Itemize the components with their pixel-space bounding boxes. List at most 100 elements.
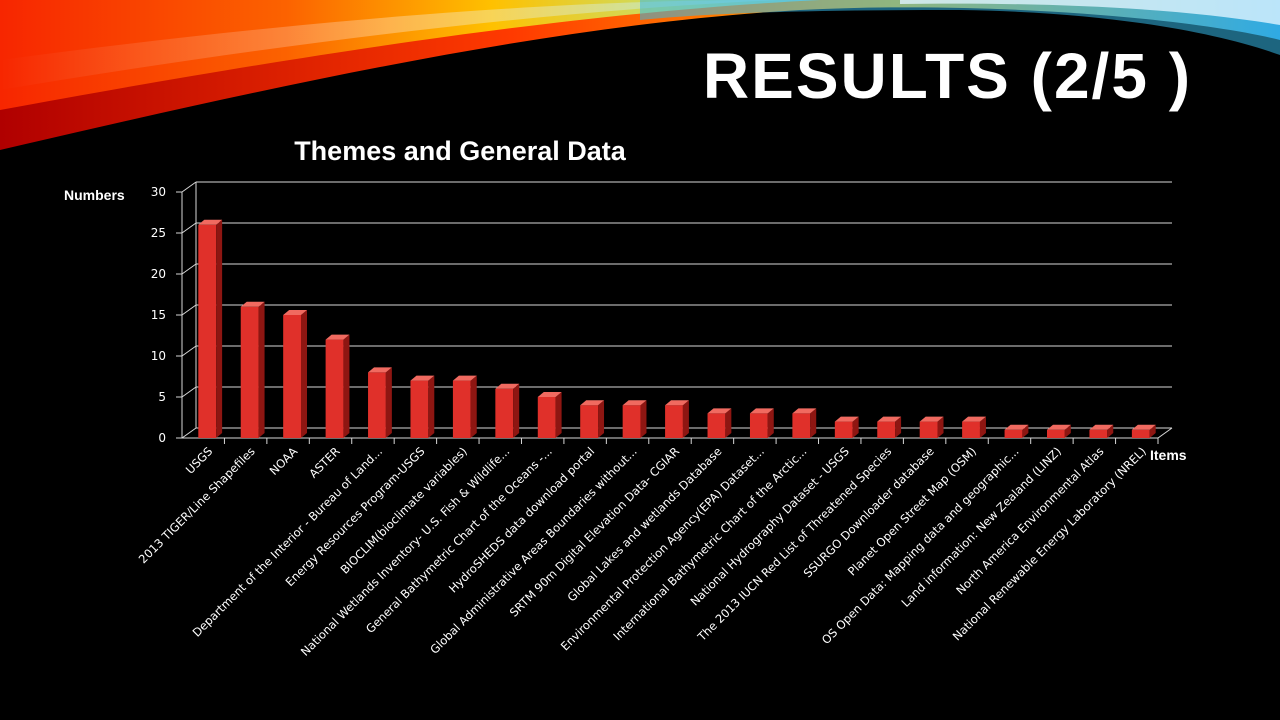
bar [1004,424,1029,438]
bar-top [622,400,647,406]
bar-top [1004,424,1029,430]
bar [368,367,392,438]
bar-side [598,400,605,438]
bar-front [240,306,259,438]
x-tick-label: National Hydrography Dataset - USGS [688,444,852,608]
x-tick-label: The 2013 IUCN Red List of Threatened Spe… [694,444,894,644]
gridline-side [181,222,197,234]
y-tick-label: 30 [151,185,166,199]
bar-front [1047,429,1065,438]
gridline-side [181,181,197,193]
bar-side [767,408,774,438]
bar-top [1131,424,1156,430]
bar-front [834,421,853,438]
bar-top [283,310,307,315]
bar [792,408,817,438]
bar-front [580,405,599,438]
bar-side [258,301,265,438]
x-tick-label: OS Open Data: Mapping data and geographi… [819,444,1022,647]
bar [580,400,605,438]
x-tick-label: ASTER [306,444,342,480]
x-tick-label: USGS [183,444,215,476]
bar-side [1022,424,1029,438]
bar-top [877,416,902,422]
bar-front [452,380,471,438]
y-tick-label: 15 [151,308,166,322]
bar-side [1149,424,1156,438]
bar [749,408,774,438]
bar-top [707,408,732,414]
bar-top [495,383,520,389]
bar-side [216,219,223,438]
y-tick-label: 0 [158,431,166,445]
x-tick-label: International Bathymetric Chart of the A… [610,444,809,643]
bar-top [1089,424,1114,430]
bar [198,219,223,438]
bar-front [410,380,429,438]
gridline-side [181,386,197,398]
bar-side [640,400,647,438]
bar-side [428,375,435,438]
bar-front [919,421,938,438]
bar-top [580,400,605,406]
bar-top [665,400,689,406]
bar-top [240,301,265,307]
x-axis-label: Items [1150,447,1187,463]
bar-side [470,375,477,438]
bar [1089,424,1114,438]
bar-front [1004,429,1023,438]
bar-side [513,383,520,438]
bar-top [368,367,392,373]
bar [1131,424,1156,438]
x-tick-label: Global Lakes and wetlands Database [564,444,724,604]
bar-front [622,405,641,438]
bar-front [537,397,556,438]
bar [495,383,520,438]
bar-top [919,416,944,422]
bar [622,400,647,438]
bar-front [198,224,217,438]
bar [919,416,944,438]
gridline-side [181,304,197,316]
bar-side [810,408,817,438]
bar-side [725,408,732,438]
bar-top [792,408,817,414]
y-axis-label: Numbers [64,187,125,203]
bar-front [707,413,726,438]
bar [877,416,902,438]
bar [665,400,689,438]
y-tick-label: 25 [151,226,166,240]
bar [707,408,732,438]
bar-front [283,315,301,438]
bar-side [1064,424,1071,438]
x-tick-label: Environmental Protection Agency(EPA) Dat… [558,444,767,653]
bar-front [792,413,811,438]
y-tick-label: 10 [151,349,166,363]
bar-side [343,334,350,438]
bar-front [665,405,683,438]
bar-front [877,421,896,438]
bar-side [979,416,986,438]
bar [537,392,562,438]
bar-side [937,416,944,438]
bar-side [1107,424,1114,438]
chart-title: Themes and General Data [294,136,627,166]
bar-top [537,392,562,397]
bar [834,416,859,438]
bar-top [325,334,350,340]
bar-side [895,416,902,438]
y-tick-label: 5 [158,390,166,404]
bar-front [749,413,768,438]
bar-top [749,408,774,414]
bar-side [555,392,562,438]
slide-title: RESULTS (2/5 ) [702,40,1192,112]
bar-front [1089,429,1108,438]
bar [962,416,986,438]
bar-front [962,421,980,438]
x-tick-label: National Renewable Energy Laboratory (NR… [950,444,1149,643]
bar-top [834,416,859,422]
bar-top [452,375,477,381]
bar-front [325,339,344,438]
